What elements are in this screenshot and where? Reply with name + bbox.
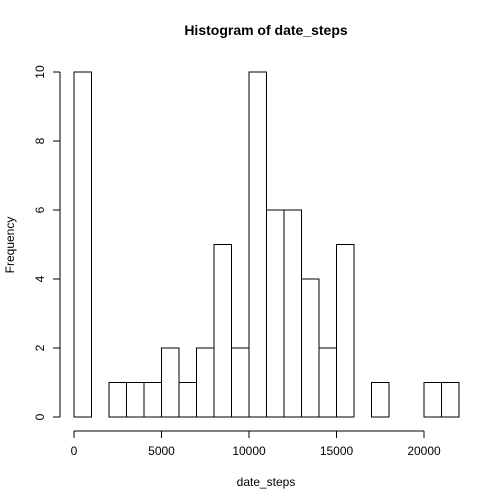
histogram-bar (108, 382, 127, 418)
y-axis: 0 2 4 6 8 10 (33, 65, 61, 420)
y-tick-label: 0 (33, 413, 47, 420)
histogram-bar (423, 382, 442, 418)
histogram-bar (283, 209, 302, 418)
bars-group (73, 71, 460, 418)
y-tick-label: 6 (33, 206, 47, 213)
x-axis: 0 5000 10000 15000 20000 (71, 430, 441, 458)
histogram-bar (301, 278, 320, 418)
histogram-bar (231, 347, 250, 418)
y-axis-label: Frequency (3, 217, 17, 274)
histogram-bar (266, 209, 285, 418)
x-tick-label: 0 (71, 444, 78, 458)
x-tick-label: 10000 (232, 444, 266, 458)
histogram-bar (143, 382, 162, 418)
x-axis-label: date_steps (237, 475, 296, 489)
histogram-bar (248, 71, 267, 418)
y-tick-label: 4 (33, 275, 47, 282)
histogram-bar (371, 382, 390, 418)
x-tick-label: 15000 (320, 444, 354, 458)
y-tick-label: 2 (33, 344, 47, 351)
y-tick-label: 8 (33, 137, 47, 144)
histogram-bar (126, 382, 145, 418)
x-tick-label: 20000 (407, 444, 441, 458)
y-tick-label: 10 (33, 65, 47, 79)
chart-title: Histogram of date_steps (184, 22, 348, 38)
x-tick-label: 5000 (148, 444, 175, 458)
histogram-bar (196, 347, 215, 418)
histogram-bar (161, 347, 180, 418)
histogram-bar (178, 382, 197, 418)
histogram-bar (318, 347, 337, 418)
histogram-bar (441, 382, 460, 418)
histogram-bar (336, 244, 355, 418)
histogram-bar (73, 71, 92, 418)
histogram-bar (213, 244, 232, 418)
